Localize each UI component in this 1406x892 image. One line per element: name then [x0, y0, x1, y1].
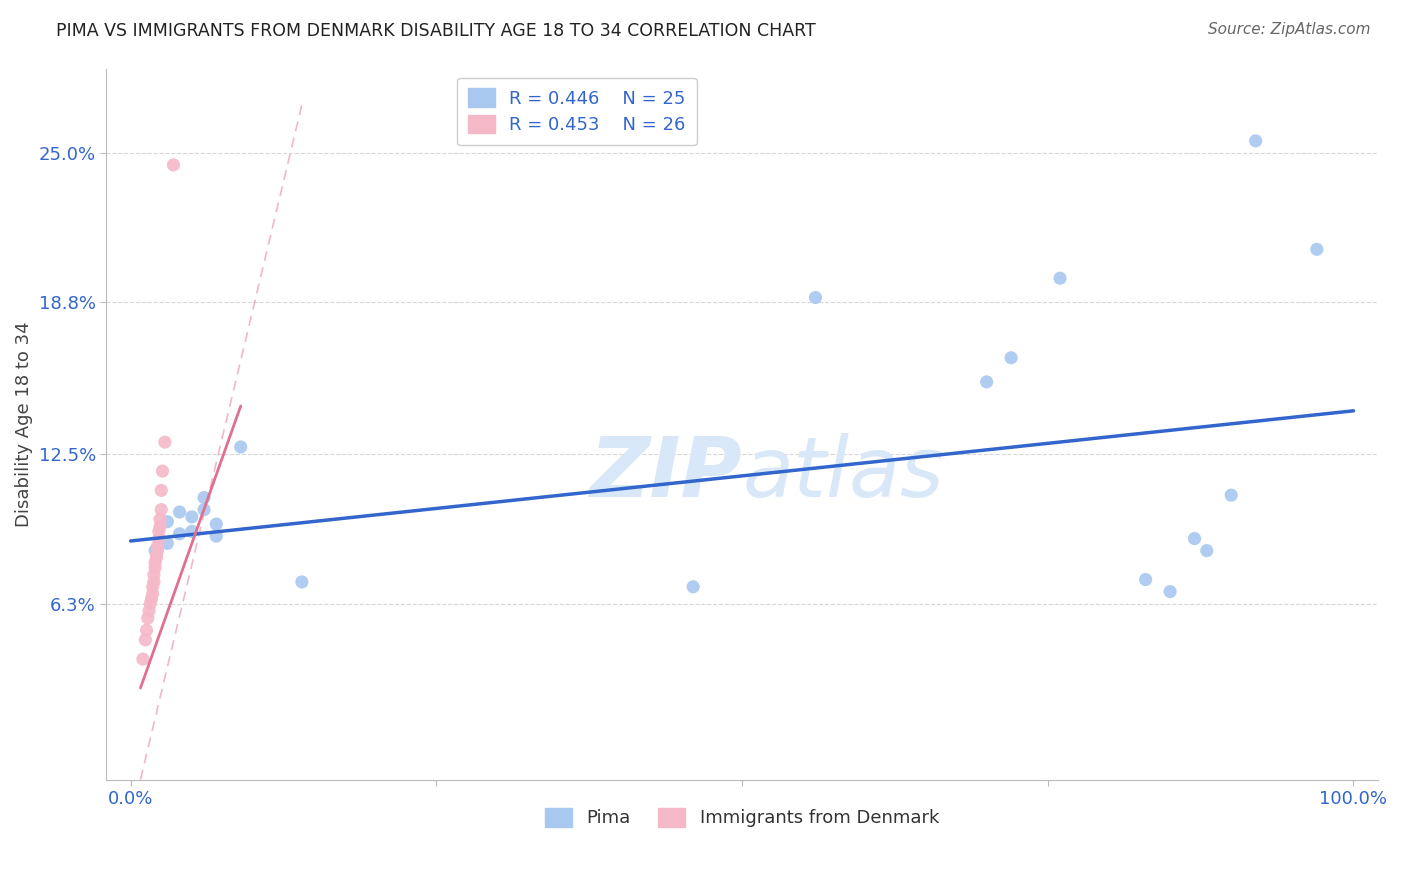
Point — [149, 512, 172, 526]
Point — [142, 567, 165, 582]
Point — [143, 556, 166, 570]
Point — [136, 611, 159, 625]
Point — [169, 526, 191, 541]
Point — [138, 604, 160, 618]
Point — [145, 549, 167, 563]
Point — [804, 291, 827, 305]
Legend: Pima, Immigrants from Denmark: Pima, Immigrants from Denmark — [538, 801, 946, 835]
Point — [134, 632, 156, 647]
Point — [976, 375, 998, 389]
Point — [142, 587, 165, 601]
Point — [142, 574, 165, 589]
Point — [139, 597, 162, 611]
Point — [146, 543, 169, 558]
Point — [143, 543, 166, 558]
Point — [1220, 488, 1243, 502]
Point — [205, 529, 228, 543]
Point — [145, 550, 167, 565]
Point — [1306, 242, 1329, 256]
Point — [132, 652, 155, 666]
Point — [1049, 271, 1071, 285]
Point — [135, 623, 157, 637]
Point — [150, 502, 173, 516]
Point — [1195, 543, 1218, 558]
Point — [1244, 134, 1267, 148]
Point — [148, 532, 170, 546]
Y-axis label: Disability Age 18 to 34: Disability Age 18 to 34 — [15, 321, 32, 527]
Text: Source: ZipAtlas.com: Source: ZipAtlas.com — [1208, 22, 1371, 37]
Point — [180, 524, 202, 539]
Point — [141, 591, 163, 606]
Point — [153, 435, 176, 450]
Point — [156, 536, 179, 550]
Point — [149, 519, 172, 533]
Point — [162, 158, 184, 172]
Point — [148, 524, 170, 539]
Point — [1000, 351, 1022, 365]
Text: ZIP: ZIP — [589, 434, 742, 515]
Point — [142, 580, 165, 594]
Point — [180, 509, 202, 524]
Text: PIMA VS IMMIGRANTS FROM DENMARK DISABILITY AGE 18 TO 34 CORRELATION CHART: PIMA VS IMMIGRANTS FROM DENMARK DISABILI… — [56, 22, 815, 40]
Point — [682, 580, 704, 594]
Point — [150, 483, 173, 498]
Text: atlas: atlas — [742, 434, 943, 515]
Point — [229, 440, 252, 454]
Point — [1159, 584, 1181, 599]
Point — [1184, 532, 1206, 546]
Point — [193, 502, 215, 516]
Point — [156, 515, 179, 529]
Point — [205, 517, 228, 532]
Point — [1135, 573, 1157, 587]
Point — [291, 574, 314, 589]
Point — [152, 464, 174, 478]
Point — [169, 505, 191, 519]
Point — [146, 539, 169, 553]
Point — [143, 560, 166, 574]
Point — [193, 491, 215, 505]
